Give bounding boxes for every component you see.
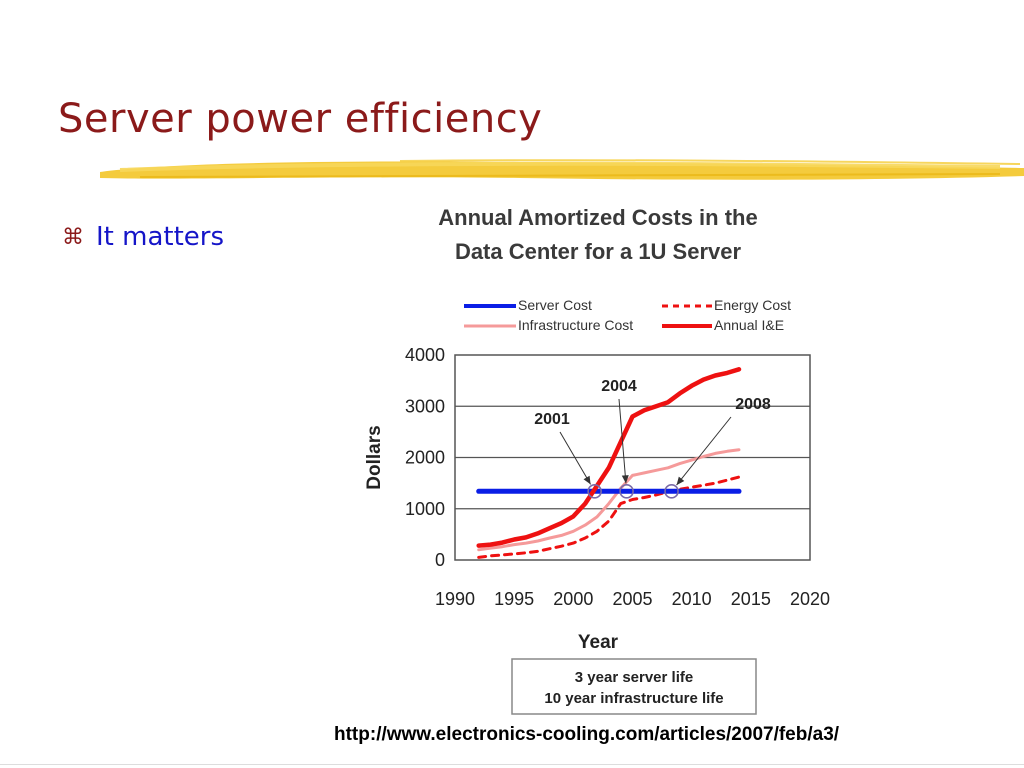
- annotation-arrow: [618, 398, 627, 484]
- x-tick-label: 2010: [672, 589, 712, 609]
- series-line: [476, 367, 742, 548]
- chart-title: Annual Amortized Costs in the: [438, 205, 757, 230]
- crossover-marker: [664, 484, 679, 499]
- series-line: [477, 475, 741, 559]
- x-tick-label: 2000: [553, 589, 593, 609]
- legend-label: Energy Cost: [714, 297, 791, 313]
- y-tick-label: 2000: [405, 448, 445, 468]
- title-underline-brush-stroke: [100, 159, 1024, 180]
- cost-chart: Annual Amortized Costs in the Data Center…: [364, 205, 830, 715]
- annotation-arrowhead: [621, 475, 629, 484]
- x-tick-label: 2005: [612, 589, 652, 609]
- y-tick-label: 3000: [405, 396, 445, 416]
- annotation-label: 2004: [601, 378, 637, 395]
- source-url[interactable]: http://www.electronics-cooling.com/artic…: [334, 724, 840, 745]
- annotation-arrow: [676, 416, 732, 486]
- x-tick-label: 2020: [790, 589, 830, 609]
- series-line: [477, 448, 741, 552]
- y-tick-label: 4000: [405, 345, 445, 365]
- annotation-arrow: [559, 431, 592, 485]
- annotation-label: 2008: [735, 396, 771, 413]
- footnote-box: [511, 658, 757, 715]
- bullet-item: ⌘ It matters: [62, 222, 224, 252]
- annotation-arrowhead: [583, 475, 591, 485]
- x-axis-label: Year: [578, 632, 619, 653]
- slide-title: Server power efficiency: [58, 96, 543, 142]
- command-key-icon: ⌘: [62, 224, 84, 250]
- legend-label: Infrastructure Cost: [518, 317, 633, 333]
- y-tick-label: 1000: [405, 499, 445, 519]
- annotation-label: 2001: [534, 411, 570, 428]
- y-axis-label: Dollars: [364, 425, 385, 489]
- x-tick-label: 1995: [494, 589, 534, 609]
- x-tick-label: 1990: [435, 589, 475, 609]
- crossover-marker: [619, 484, 634, 499]
- bullet-text: It matters: [96, 222, 225, 252]
- legend-label: Annual I&E: [714, 317, 784, 333]
- y-tick-label: 0: [435, 550, 445, 570]
- footnote-line: 3 year server life: [575, 669, 693, 686]
- chart-title: Data Center for a 1U Server: [455, 239, 742, 264]
- footnote-line: 10 year infrastructure life: [544, 690, 723, 707]
- x-tick-label: 2015: [731, 589, 771, 609]
- legend-label: Server Cost: [518, 297, 592, 313]
- bottom-rule: [0, 764, 1024, 765]
- crossover-marker: [587, 484, 602, 499]
- annotation-arrowhead: [676, 476, 685, 486]
